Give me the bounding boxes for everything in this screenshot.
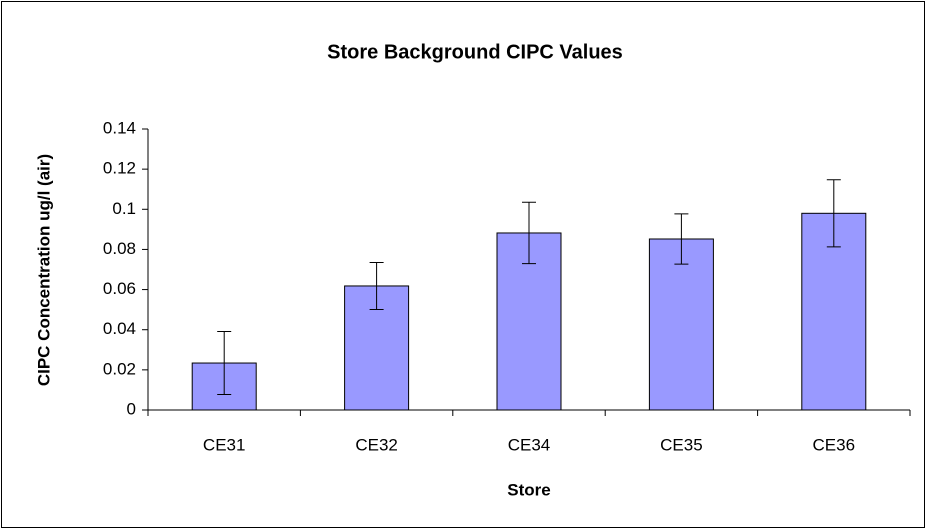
x-tick-label: CE36	[813, 435, 856, 454]
y-tick-label: 0.04	[103, 319, 136, 338]
y-axis-label: CIPC Concentration ug/l (air)	[34, 154, 53, 386]
error-bar	[674, 213, 689, 265]
error-bar	[826, 179, 841, 248]
y-tick-label: 0.08	[103, 239, 136, 258]
y-tick-label: 0	[127, 399, 136, 418]
chart-title: Store Background CIPC Values	[327, 41, 623, 63]
x-tick-label: CE32	[355, 435, 398, 454]
y-tick-label: 0.14	[103, 118, 136, 137]
error-bar	[369, 261, 384, 310]
x-tick-label: CE35	[660, 435, 703, 454]
x-axis-label: Store	[507, 480, 550, 499]
y-tick-label: 0.02	[103, 359, 136, 378]
y-tick-label: 0.06	[103, 279, 136, 298]
x-tick-label: CE31	[203, 435, 246, 454]
error-bar	[522, 201, 536, 265]
y-tick-label: 0.1	[112, 199, 136, 218]
x-tick-label: CE34	[508, 435, 551, 454]
bar	[648, 238, 714, 411]
y-tick-label: 0.12	[103, 159, 136, 178]
error-bar	[217, 331, 232, 396]
